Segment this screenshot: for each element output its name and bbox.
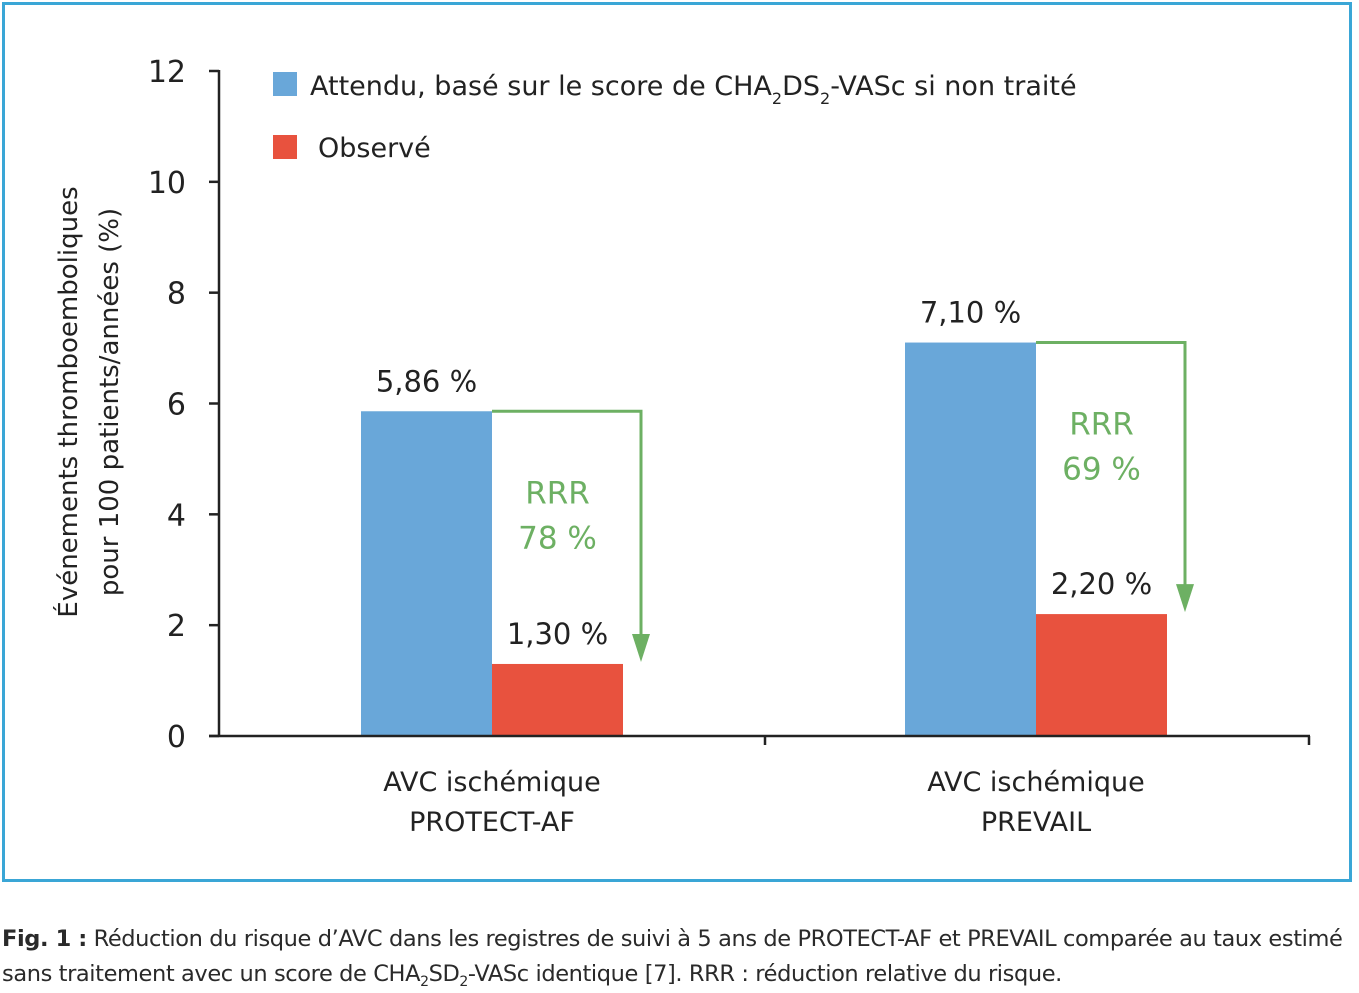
y-tick-label: 6	[167, 388, 186, 423]
caption-text-2: SD	[428, 961, 460, 987]
y-tick-label: 4	[167, 498, 186, 533]
legend-swatch-observed	[273, 135, 297, 159]
y-tick-label: 0	[167, 720, 186, 755]
category-label-1-line-1: AVC ischémique	[927, 767, 1144, 798]
y-axis-ticks: 0 2 4 6 8 10 12	[148, 55, 219, 755]
caption-text-3: -VASc identique [7]. RRR : réduction rel…	[467, 961, 1062, 987]
y-axis-label-line-1: Événements thromboemboliques	[52, 186, 84, 617]
rrr-arrow-head	[1176, 584, 1194, 613]
bar-value-label: 5,86 %	[376, 364, 477, 398]
category-label-0-line-1: AVC ischémique	[383, 767, 600, 798]
legend-label-observed: Observé	[318, 133, 431, 164]
legend-label-expected: Attendu, basé sur le score de CHA2DS2-VA…	[310, 71, 1077, 108]
bar-expected	[905, 342, 1036, 736]
caption-label: Fig. 1 :	[2, 926, 87, 952]
rrr-label: RRR	[525, 475, 590, 511]
bar-expected	[361, 411, 492, 736]
y-tick-label: 8	[167, 277, 186, 312]
category-label-1-line-2: PREVAIL	[981, 807, 1091, 838]
rrr-arrow-line	[1036, 341, 1187, 589]
rrr-arrow-line	[492, 409, 643, 638]
rrr-label: RRR	[1069, 407, 1134, 443]
bar-chart: Événements thromboemboliques pour 100 pa…	[52, 55, 1311, 838]
caption-text-1: Réduction du risque d’AVC dans les regis…	[2, 926, 1343, 987]
legend-swatch-expected	[273, 72, 297, 96]
bars: 5,86 % 7,10 % 1,30 % 2,20 %	[361, 296, 1167, 736]
chart-frame	[2, 2, 1352, 882]
caption-sub-1: 2	[420, 974, 429, 990]
rrr-label: 78 %	[518, 520, 597, 556]
y-tick-label: 12	[148, 55, 186, 90]
rrr-arrows: RRR 78 % RRR 69 %	[492, 341, 1194, 662]
y-tick-label: 10	[148, 166, 186, 201]
bar-observed	[492, 663, 623, 736]
y-axis-label-line-2: pour 100 patients/années (%)	[95, 208, 125, 596]
bar-value-label: 2,20 %	[1051, 567, 1152, 601]
y-tick-label: 2	[167, 609, 186, 644]
bar-value-label: 1,30 %	[507, 617, 608, 651]
rrr-label: 69 %	[1062, 452, 1141, 488]
category-label-0-line-2: PROTECT-AF	[409, 807, 575, 838]
bar-observed	[1036, 614, 1167, 736]
bar-value-label: 7,10 %	[920, 296, 1021, 330]
figure-caption: Fig. 1 : Réduction du risque d’AVC dans …	[2, 922, 1358, 992]
rrr-arrow-head	[632, 633, 650, 662]
caption-sub-2: 2	[459, 974, 468, 990]
